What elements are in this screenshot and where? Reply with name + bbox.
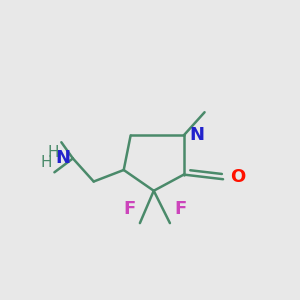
Text: F: F — [175, 200, 187, 218]
Text: N: N — [56, 149, 70, 167]
Text: O: O — [230, 168, 245, 186]
Text: H: H — [47, 145, 59, 160]
Text: H: H — [40, 155, 52, 170]
Text: F: F — [123, 200, 135, 218]
Text: N: N — [190, 126, 205, 144]
